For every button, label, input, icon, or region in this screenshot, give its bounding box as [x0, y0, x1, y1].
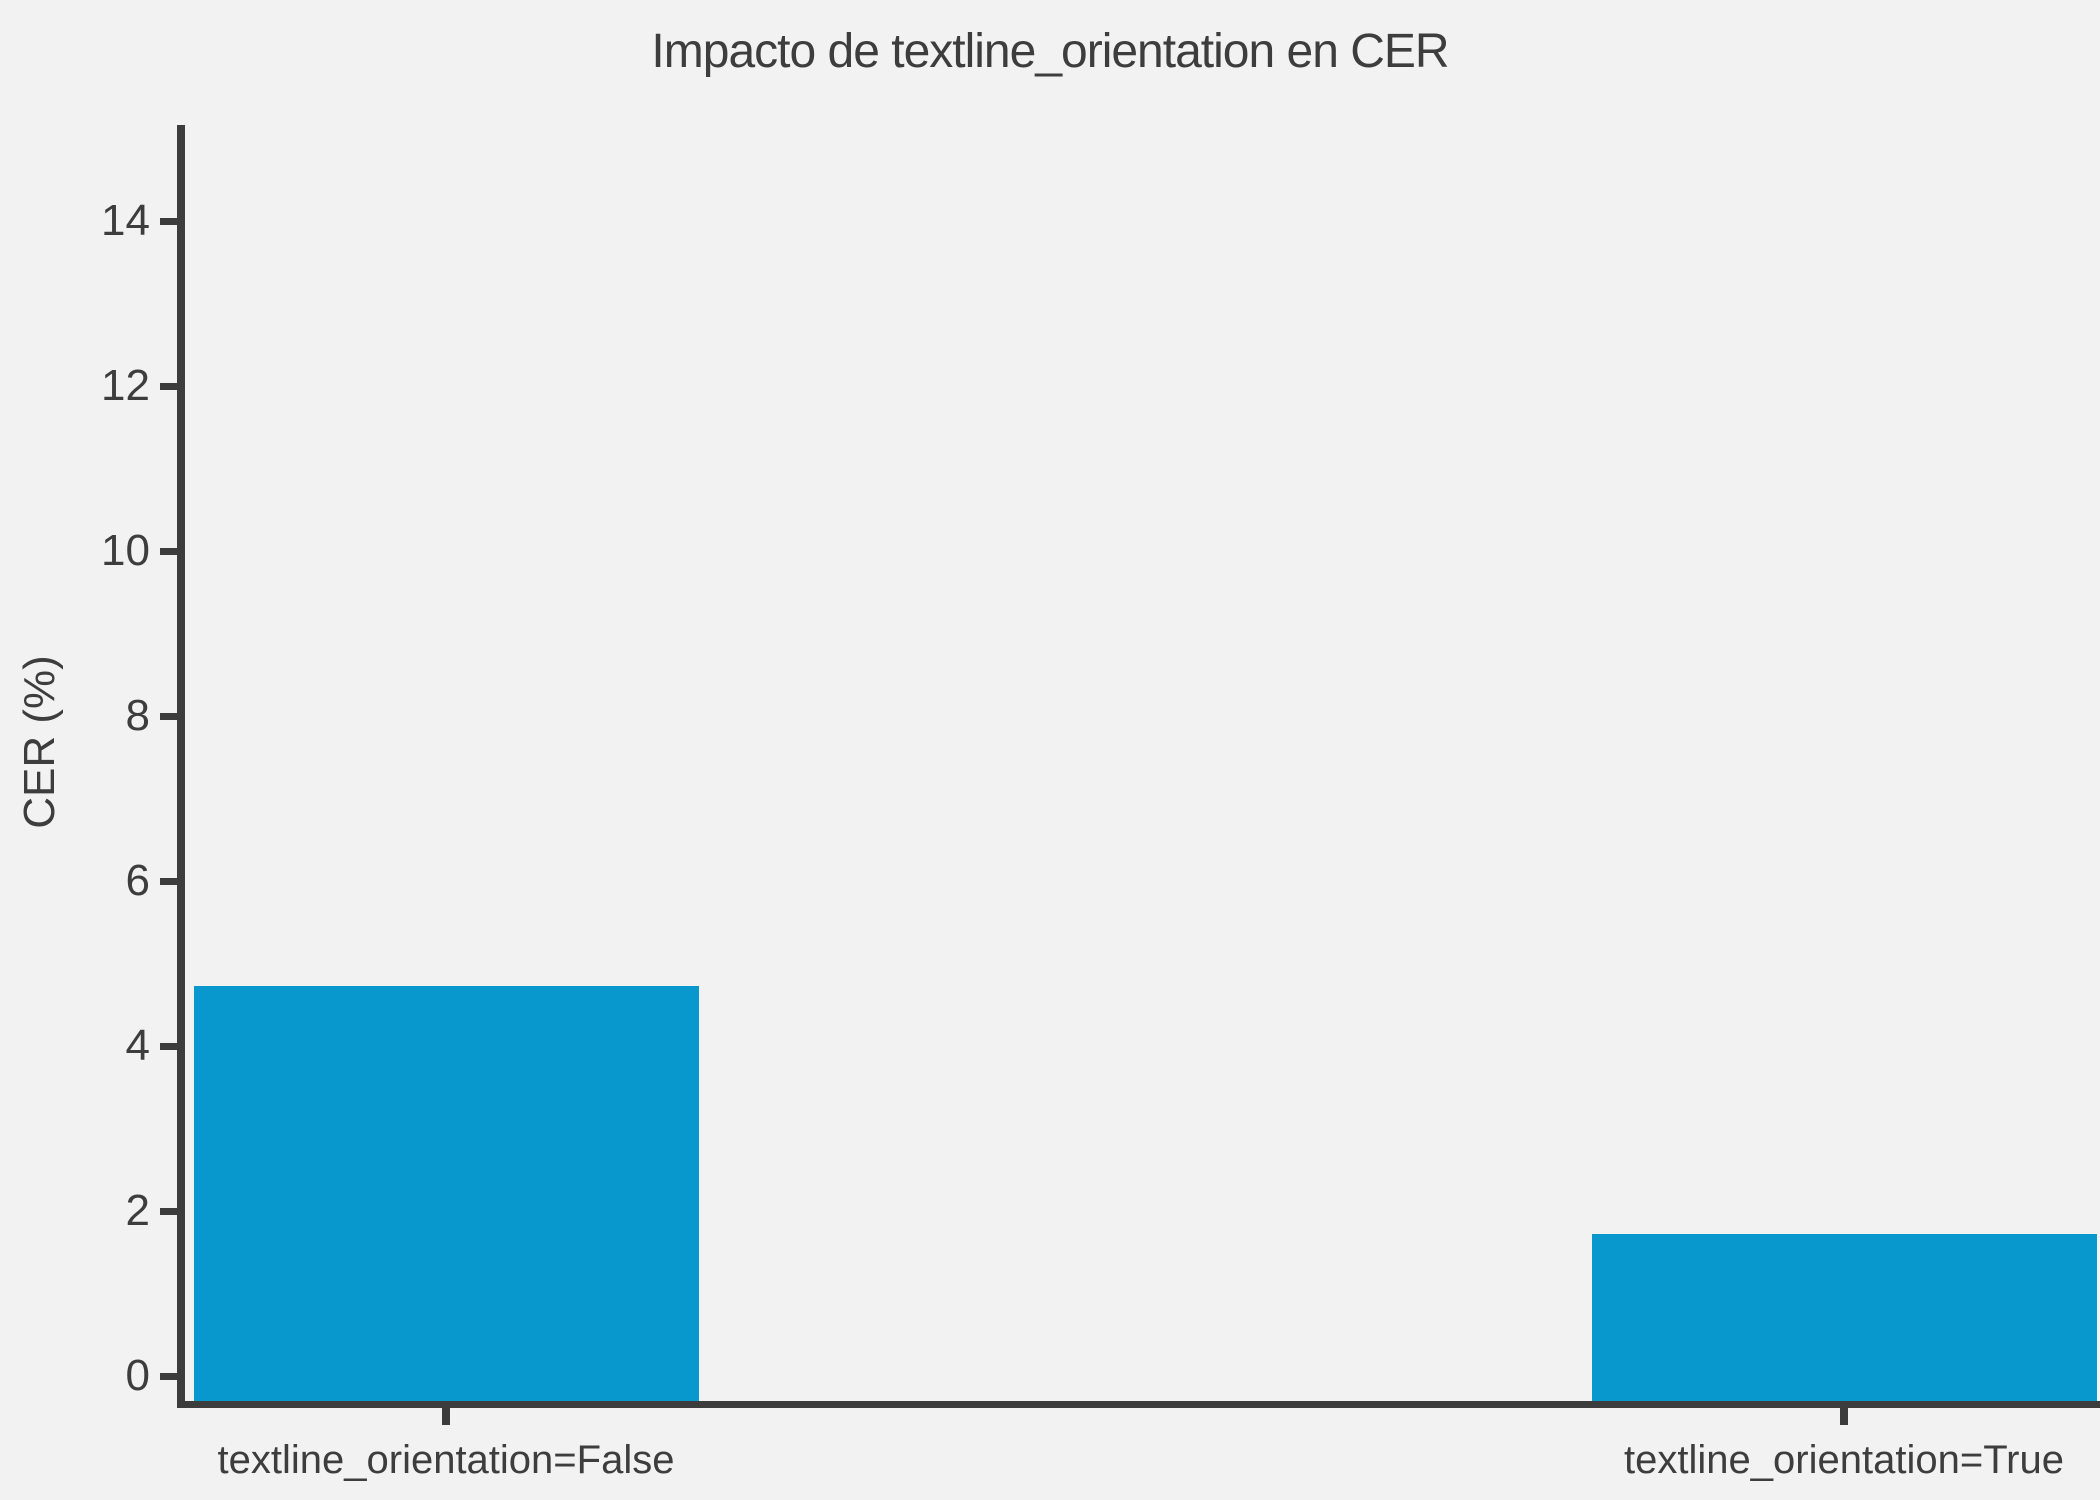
- y-tick-mark: [160, 217, 177, 225]
- y-tick-mark: [160, 1042, 177, 1050]
- x-tick-mark: [442, 1408, 450, 1425]
- y-tick-mark: [160, 877, 177, 885]
- y-tick-label: 10: [101, 526, 150, 576]
- y-tick-label: 8: [125, 691, 150, 741]
- y-tick-label: 6: [125, 856, 150, 906]
- bar: [193, 986, 699, 1401]
- plot-area: [177, 125, 2100, 1408]
- y-tick-label: 14: [101, 196, 150, 246]
- x-tick-label: textline_orientation=False: [217, 1438, 675, 1482]
- x-tick-mark: [1840, 1408, 1848, 1425]
- bar: [1591, 1233, 2097, 1401]
- y-tick-label: 4: [125, 1021, 150, 1071]
- y-tick-label: 12: [101, 361, 150, 411]
- y-tick-mark: [160, 1207, 177, 1215]
- chart-title: Impacto de textline_orientation en CER: [651, 25, 1449, 78]
- y-tick-label: 2: [125, 1186, 150, 1236]
- y-tick-mark: [160, 1372, 177, 1380]
- y-tick-mark: [160, 712, 177, 720]
- x-tick-label: textline_orientation=True: [1624, 1438, 2064, 1482]
- y-tick-mark: [160, 547, 177, 555]
- y-tick-mark: [160, 382, 177, 390]
- y-tick-label: 0: [125, 1351, 150, 1401]
- y-axis-label: CER (%): [15, 655, 64, 829]
